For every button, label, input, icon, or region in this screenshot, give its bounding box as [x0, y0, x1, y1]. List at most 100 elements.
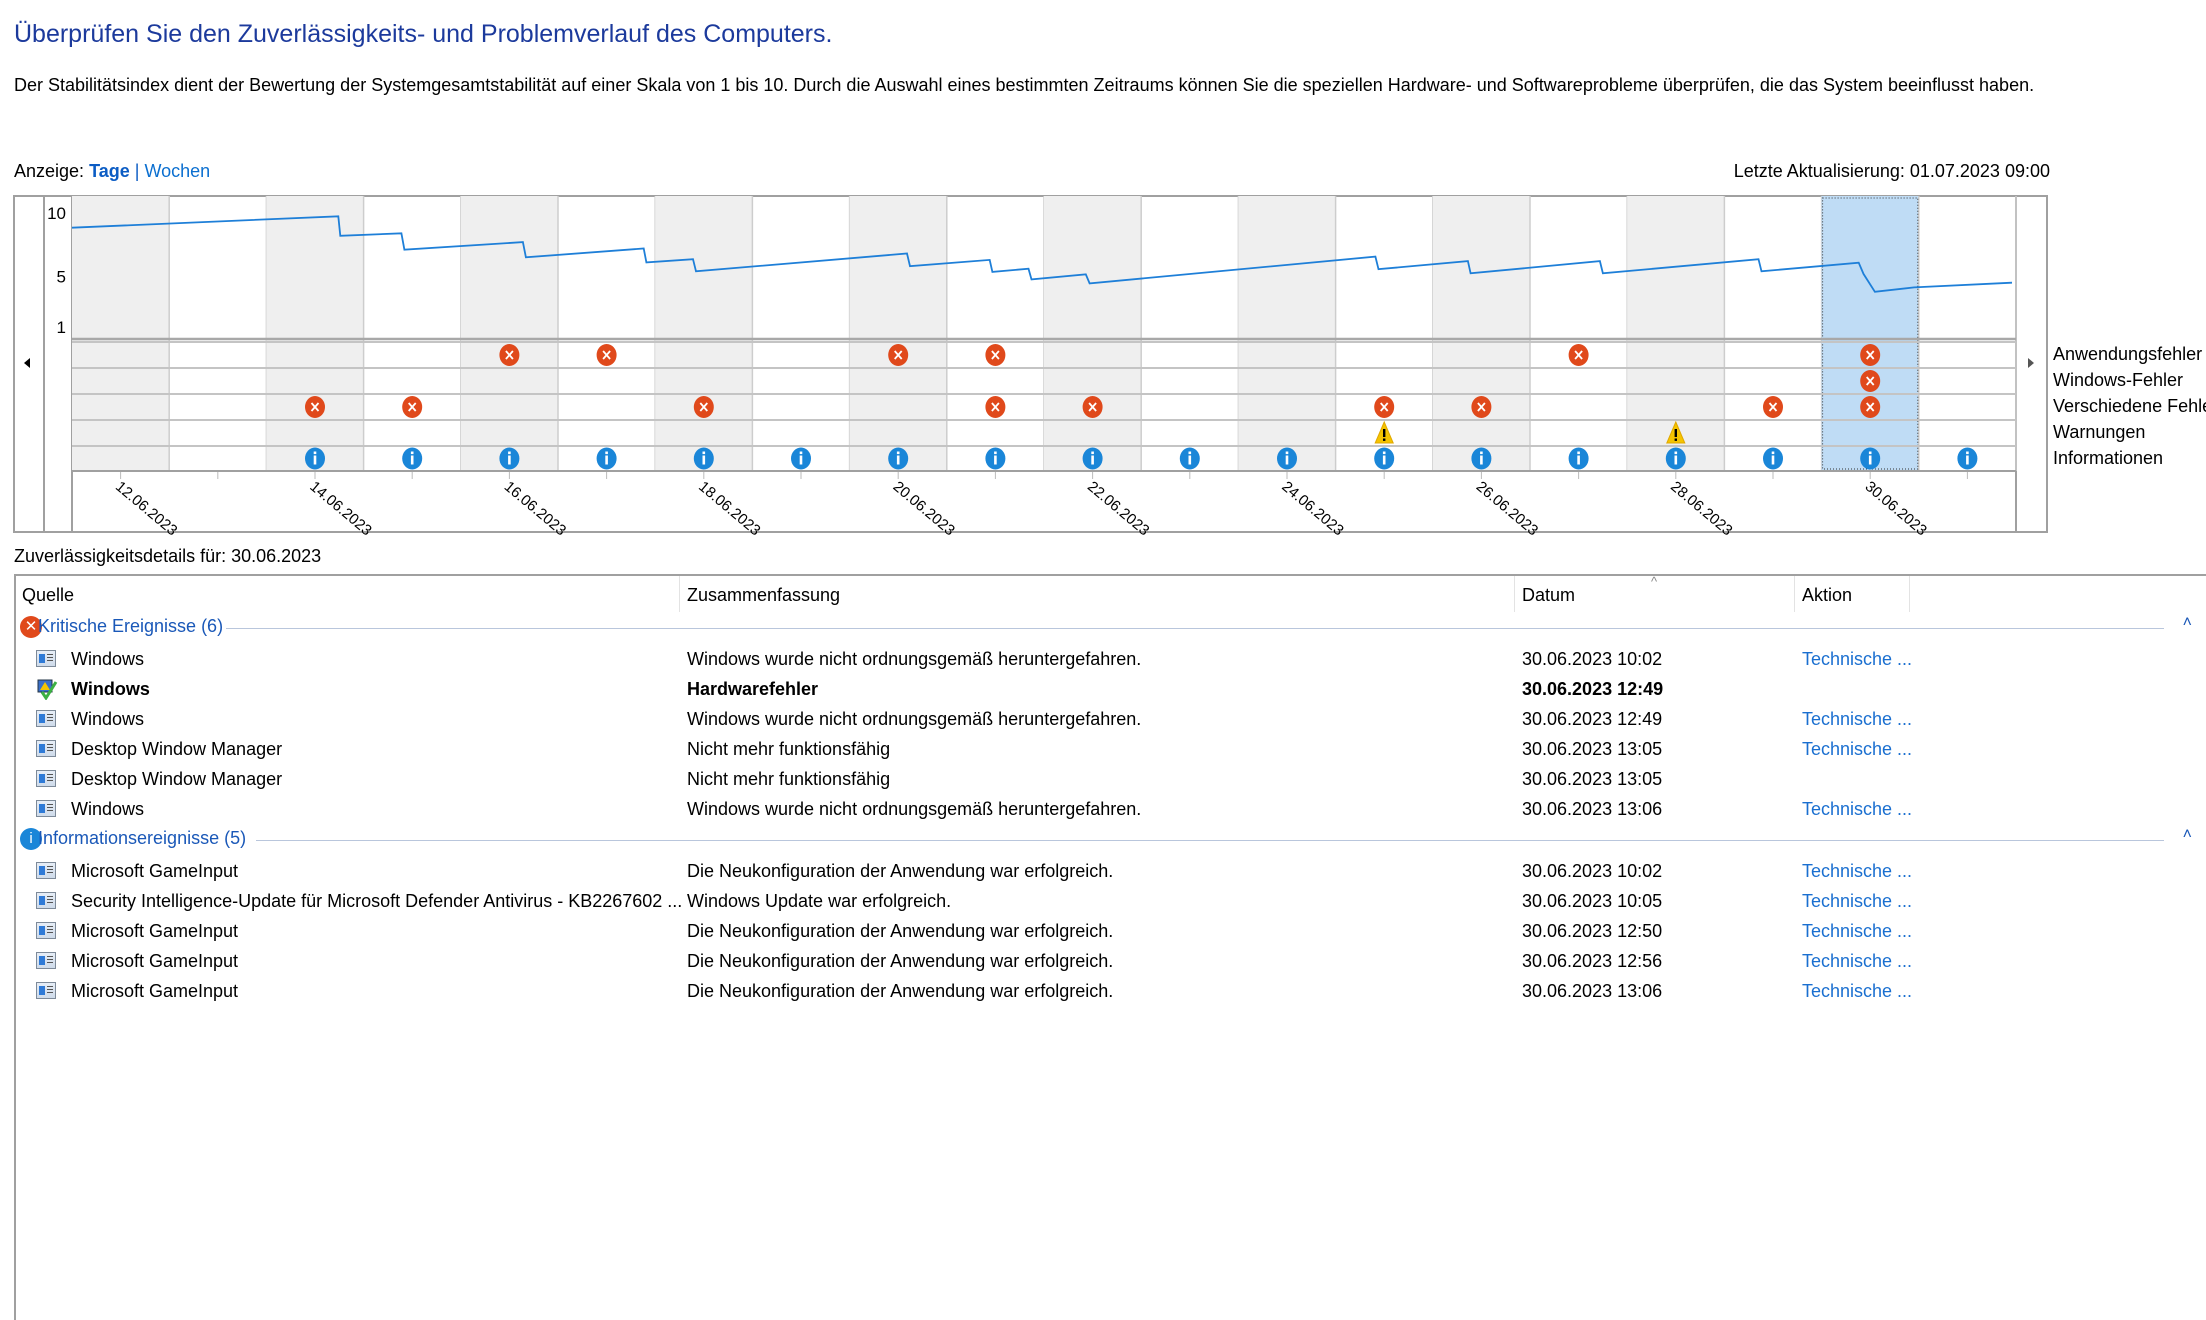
column-separator[interactable] — [1794, 576, 1795, 612]
error-icon[interactable] — [499, 344, 519, 366]
row-source: Windows — [71, 794, 144, 824]
error-icon[interactable] — [694, 396, 714, 418]
info-icon[interactable] — [402, 448, 422, 470]
row-summary: Hardwarefehler — [687, 674, 818, 704]
technical-details-link[interactable]: Technische ... — [1802, 734, 1912, 764]
error-icon[interactable] — [1083, 396, 1103, 418]
error-icon[interactable] — [1860, 370, 1880, 392]
info-icon[interactable] — [499, 448, 519, 470]
row-source: Windows — [71, 704, 144, 734]
technical-details-link[interactable]: Technische ... — [1802, 794, 1912, 824]
row-source: Desktop Window Manager — [71, 764, 282, 794]
row-date: 30.06.2023 12:56 — [1522, 946, 1662, 976]
error-icon[interactable] — [1374, 396, 1394, 418]
info-icon[interactable] — [791, 448, 811, 470]
info-icon[interactable] — [1471, 448, 1491, 470]
error-icon[interactable] — [1860, 396, 1880, 418]
group-divider — [226, 628, 2164, 629]
column-separator[interactable] — [1514, 576, 1515, 612]
info-icon[interactable] — [1180, 448, 1200, 470]
error-icon[interactable] — [985, 396, 1005, 418]
column-separator[interactable] — [1909, 576, 1910, 612]
selected-day-column — [1822, 196, 1919, 471]
table-row[interactable]: Microsoft GameInput Die Neukonfiguration… — [16, 856, 2192, 886]
day-column-shade — [266, 196, 363, 471]
error-icon[interactable] — [888, 344, 908, 366]
row-date: 30.06.2023 12:50 — [1522, 916, 1662, 946]
row-date: 30.06.2023 10:05 — [1522, 886, 1662, 916]
table-row[interactable]: Microsoft GameInput Die Neukonfiguration… — [16, 946, 2192, 976]
row-source: Microsoft GameInput — [71, 946, 238, 976]
error-icon[interactable] — [985, 344, 1005, 366]
details-label: Zuverlässigkeitsdetails für: 30.06.2023 — [14, 546, 321, 567]
table-row[interactable]: Security Intelligence-Update für Microso… — [16, 886, 2192, 916]
info-icon[interactable] — [1277, 448, 1297, 470]
info-icon[interactable] — [1666, 448, 1686, 470]
info-icon[interactable] — [1374, 448, 1394, 470]
table-row[interactable]: Windows Windows wurde nicht ordnungsgemä… — [16, 704, 2192, 734]
info-icon[interactable] — [694, 448, 714, 470]
column-header-summary[interactable]: Zusammenfassung — [687, 583, 840, 613]
table-row[interactable]: Microsoft GameInput Die Neukonfiguration… — [16, 916, 2192, 946]
info-icon[interactable] — [305, 448, 325, 470]
info-icon[interactable] — [1083, 448, 1103, 470]
table-row[interactable]: Microsoft GameInput Die Neukonfiguration… — [16, 976, 2192, 1006]
legend-windows-fehler: Windows-Fehler — [2053, 370, 2183, 391]
technical-details-link[interactable]: Technische ... — [1802, 704, 1912, 734]
table-row[interactable]: Desktop Window Manager Nicht mehr funkti… — [16, 764, 2192, 794]
info-icon[interactable] — [1569, 448, 1589, 470]
info-icon[interactable] — [1860, 448, 1880, 470]
error-icon[interactable] — [305, 396, 325, 418]
info-icon[interactable] — [985, 448, 1005, 470]
row-date: 30.06.2023 12:49 — [1522, 674, 1663, 704]
row-date: 30.06.2023 13:05 — [1522, 734, 1662, 764]
y-tick-label: 5 — [57, 267, 66, 286]
column-header-action[interactable]: Aktion — [1802, 583, 1852, 613]
row-date: 30.06.2023 12:49 — [1522, 704, 1662, 734]
info-icon[interactable] — [1763, 448, 1783, 470]
group-header[interactable]: i Informationsereignisse (5) ˄ — [16, 826, 2192, 854]
technical-details-link[interactable]: Technische ... — [1802, 644, 1912, 674]
table-row[interactable]: Windows Windows wurde nicht ordnungsgemä… — [16, 794, 2192, 824]
row-summary: Nicht mehr funktionsfähig — [687, 764, 890, 794]
group-title[interactable]: Informationsereignisse (5) — [38, 828, 246, 849]
technical-details-link[interactable]: Technische ... — [1802, 916, 1912, 946]
collapse-chevron-icon[interactable]: ˄ — [2183, 826, 2192, 844]
row-summary: Windows wurde nicht ordnungsgemäß herunt… — [687, 794, 1141, 824]
technical-details-link[interactable]: Technische ... — [1802, 946, 1912, 976]
column-header-date[interactable]: Datum — [1522, 583, 1575, 613]
error-icon[interactable] — [597, 344, 617, 366]
column-header-source[interactable]: Quelle — [22, 583, 74, 613]
row-summary: Nicht mehr funktionsfähig — [687, 734, 890, 764]
table-row[interactable]: Windows Windows wurde nicht ordnungsgemä… — [16, 644, 2192, 674]
info-icon[interactable] — [1957, 448, 1977, 470]
y-tick-label: 1 — [57, 318, 66, 337]
collapse-chevron-icon[interactable]: ˄ — [2183, 614, 2192, 632]
group-title[interactable]: Kritische Ereignisse (6) — [38, 616, 223, 637]
technical-details-link[interactable]: Technische ... — [1802, 976, 1912, 1006]
row-summary: Die Neukonfiguration der Anwendung war e… — [687, 916, 1113, 946]
table-row[interactable]: Desktop Window Manager Nicht mehr funkti… — [16, 734, 2192, 764]
sort-ascending-icon: ^ — [1651, 574, 1657, 589]
error-icon[interactable] — [402, 396, 422, 418]
error-icon[interactable] — [1763, 396, 1783, 418]
error-icon[interactable] — [1569, 344, 1589, 366]
table-row[interactable]: Windows Hardwarefehler 30.06.2023 12:49 — [16, 674, 2192, 704]
info-icon[interactable] — [888, 448, 908, 470]
row-summary: Die Neukonfiguration der Anwendung war e… — [687, 946, 1113, 976]
legend-anwendungsfehler: Anwendungsfehler — [2053, 344, 2202, 365]
technical-details-link[interactable]: Technische ... — [1802, 886, 1912, 916]
group-header[interactable]: ✕ Kritische Ereignisse (6) ˄ — [16, 614, 2192, 642]
details-table: Quelle Zusammenfassung Datum ^ Aktion ✕ … — [14, 574, 2206, 1320]
technical-details-link[interactable]: Technische ... — [1802, 856, 1912, 886]
day-column-shade — [461, 196, 558, 471]
error-icon[interactable] — [1471, 396, 1491, 418]
group-divider — [256, 840, 2164, 841]
application-icon — [36, 650, 56, 667]
error-icon[interactable] — [1860, 344, 1880, 366]
row-summary: Windows wurde nicht ordnungsgemäß herunt… — [687, 704, 1141, 734]
row-source: Microsoft GameInput — [71, 856, 238, 886]
info-icon[interactable] — [597, 448, 617, 470]
column-separator[interactable] — [679, 576, 680, 612]
